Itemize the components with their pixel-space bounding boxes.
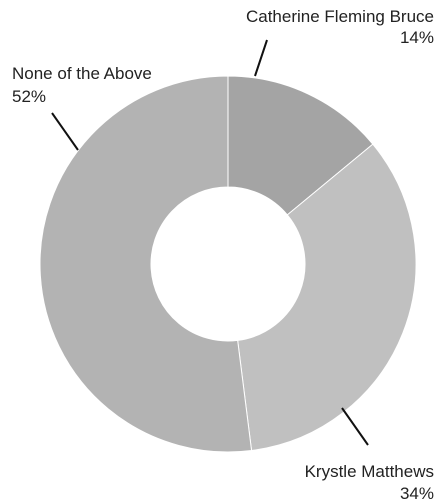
leader-line-krystle-matthews	[341, 407, 369, 446]
leader-line-none-of-the-above	[51, 112, 79, 151]
slice-catherine-fleming-bruce	[227, 75, 374, 216]
slice-label-catherine-fleming-bruce: Catherine Fleming Bruce	[246, 7, 434, 26]
slices	[39, 75, 417, 453]
slice-label-none-of-the-above: None of the Above	[12, 64, 152, 83]
slice-none-of-the-above	[39, 75, 253, 453]
slice-label-krystle-matthews: Krystle Matthews	[305, 462, 434, 481]
slice-krystle-matthews	[237, 143, 417, 452]
slice-value-none-of-the-above: 52%	[12, 87, 46, 106]
leader-line-catherine-fleming-bruce	[254, 39, 268, 77]
slice-value-krystle-matthews: 34%	[400, 484, 434, 503]
slice-value-catherine-fleming-bruce: 14%	[400, 28, 434, 47]
